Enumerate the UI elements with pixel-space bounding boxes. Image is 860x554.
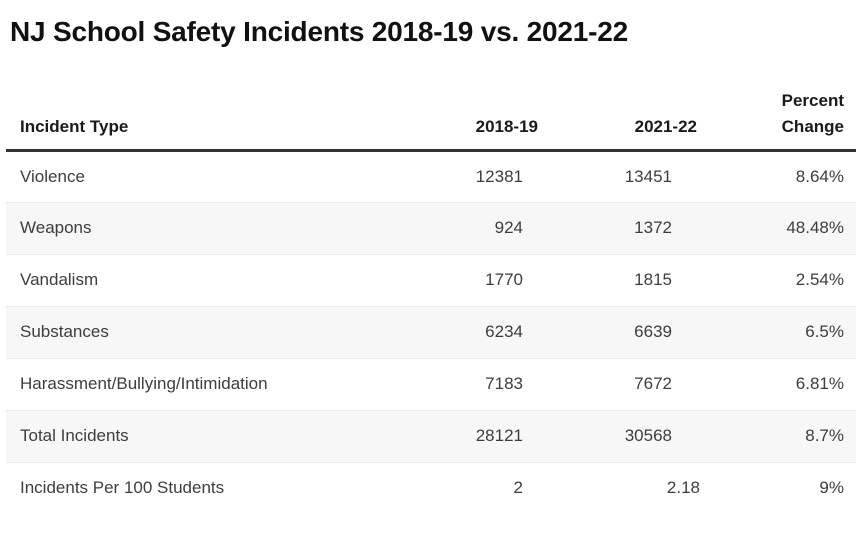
y2018-value-cell: 924 bbox=[440, 201, 540, 254]
percent-change-cell: 48.48% bbox=[700, 201, 856, 254]
y2021-value-cell: 1815 bbox=[540, 253, 700, 306]
y2018-value-cell: 7183 bbox=[440, 357, 540, 410]
incident-type-cell: Violence bbox=[20, 166, 85, 186]
page: NJ School Safety Incidents 2018-19 vs. 2… bbox=[0, 16, 860, 514]
y2018-value-cell: 28121 bbox=[440, 409, 540, 462]
table-row-vandalism: Vandalism 1770 1815 2.54% bbox=[6, 253, 856, 306]
incident-type-cell: Incidents Per 100 Students bbox=[6, 461, 440, 514]
y2021-value-cell: 30568 bbox=[540, 409, 700, 462]
y2021-value-cell: 1372 bbox=[540, 201, 700, 254]
percent-change-cell: 8.64% bbox=[795, 166, 844, 186]
percent-change-cell: 6.5% bbox=[700, 305, 856, 358]
y2018-value-cell: 6234 bbox=[440, 305, 540, 358]
percent-change-cell: 6.81% bbox=[700, 357, 856, 410]
percent-change-cell: 2.54% bbox=[700, 253, 856, 306]
y2018-value-cell: 12381 bbox=[475, 166, 523, 186]
y2018-value-cell: 2 bbox=[440, 461, 540, 514]
y2018-value-cell: 1770 bbox=[440, 253, 540, 306]
y2021-value-cell: 2.18 bbox=[540, 461, 700, 514]
col-header-2018-19: 2018-19 bbox=[440, 84, 540, 152]
table-row-harassment-bullying-intimidation: Harassment/Bullying/Intimidation 7183 76… bbox=[6, 357, 856, 410]
col-header-incident-type: Incident Type bbox=[6, 84, 440, 152]
incident-type-cell: Total Incidents bbox=[6, 409, 440, 462]
table-row-substances: Substances 6234 6639 6.5% bbox=[6, 305, 856, 358]
y2021-value-cell: 13451 bbox=[624, 166, 672, 186]
col-header-label: 2021-22 bbox=[634, 117, 697, 137]
safety-incidents-table: Incident Type 2018-19 2021-22 Percent Ch… bbox=[6, 84, 856, 514]
col-header-label: 2018-19 bbox=[475, 117, 538, 137]
table-row-total-incidents: Total Incidents 28121 30568 8.7% bbox=[6, 409, 856, 462]
col-header-percent-change: Percent Change bbox=[700, 84, 856, 152]
y2021-value-cell: 7672 bbox=[540, 357, 700, 410]
incident-type-cell: Substances bbox=[6, 305, 440, 358]
table-row-violence: Violence 12381 13451 8.64% bbox=[6, 150, 856, 202]
page-title: NJ School Safety Incidents 2018-19 vs. 2… bbox=[10, 16, 628, 47]
col-header-label: Incident Type bbox=[20, 117, 129, 137]
col-header-2021-22: 2021-22 bbox=[540, 84, 700, 152]
table-row-weapons: Weapons 924 1372 48.48% bbox=[6, 201, 856, 254]
percent-change-cell: 8.7% bbox=[700, 409, 856, 462]
incident-type-cell: Weapons bbox=[6, 201, 440, 254]
incident-type-cell: Vandalism bbox=[6, 253, 440, 306]
header-row: Incident Type 2018-19 2021-22 Percent Ch… bbox=[6, 84, 856, 152]
table-row-incidents-per-100-students: Incidents Per 100 Students 2 2.18 9% bbox=[6, 461, 856, 514]
percent-change-cell: 9% bbox=[700, 461, 856, 514]
col-header-label: Percent Change bbox=[781, 90, 844, 137]
y2021-value-cell: 6639 bbox=[540, 305, 700, 358]
incident-type-cell: Harassment/Bullying/Intimidation bbox=[6, 357, 440, 410]
